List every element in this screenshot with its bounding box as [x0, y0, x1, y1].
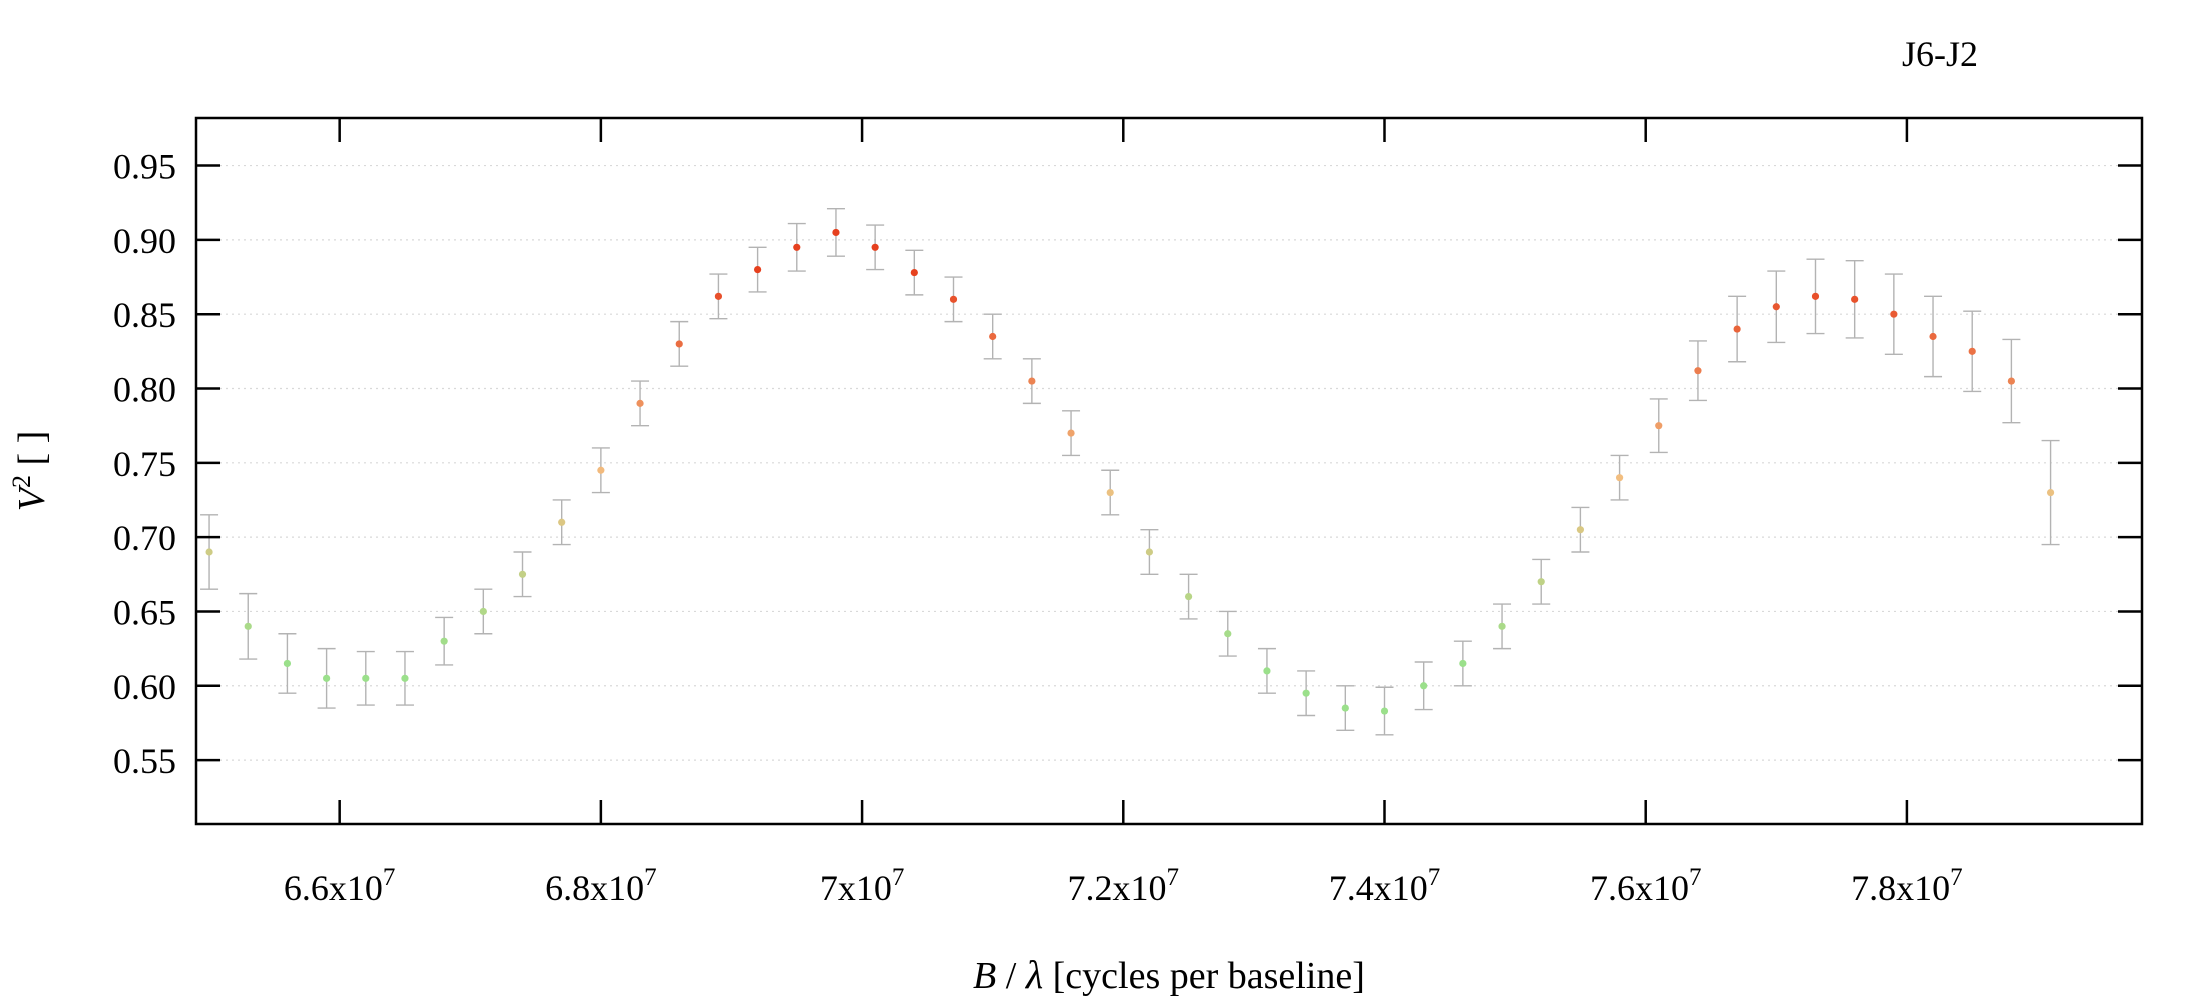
- data-point: [2046, 488, 2055, 497]
- data-point: [636, 399, 644, 407]
- data-point: [1224, 630, 1232, 638]
- x-axis-label-variable: B: [973, 955, 996, 997]
- x-tick-label: 7.2x107: [1068, 864, 1180, 908]
- y-tick-label: 0.80: [113, 370, 176, 410]
- data-point: [1929, 332, 1937, 341]
- data-point: [362, 674, 370, 682]
- data-point: [1420, 682, 1428, 690]
- data-point: [244, 622, 252, 630]
- data-point: [1341, 704, 1349, 712]
- data-point: [518, 570, 527, 578]
- data-point: [1028, 377, 1036, 385]
- y-tick-label: 0.55: [113, 741, 176, 781]
- data-point: [714, 292, 723, 300]
- y-tick-label: 0.90: [113, 221, 176, 261]
- data-point: [205, 548, 213, 556]
- y-tick-label: 0.60: [113, 667, 176, 707]
- chart-title: J6-J2: [1902, 34, 1978, 74]
- data-point: [1733, 325, 1741, 333]
- data-point: [1145, 548, 1154, 556]
- x-axis-ticks: 6.6x107 6.8x107 7x107 7.2x107 7.4x107 7.6x107…: [284, 118, 1963, 908]
- x-tick-label: 7.8x107: [1851, 864, 1963, 908]
- data-point: [323, 674, 331, 682]
- data-point: [753, 266, 762, 274]
- data-point: [1576, 526, 1585, 534]
- data-point: [1184, 592, 1193, 601]
- data-point: [1968, 347, 1976, 355]
- y-axis-label-variable: V: [11, 484, 53, 511]
- y-axis-label-unit: [ ]: [11, 431, 53, 475]
- y-tick-label: 0.85: [113, 295, 176, 335]
- x-axis-label-slash: /: [996, 955, 1026, 997]
- y-axis-label-superscript: 2: [7, 475, 36, 488]
- data-point: [597, 466, 605, 474]
- data-points: [205, 228, 2055, 715]
- data-point: [1615, 474, 1624, 482]
- x-tick-label: 6.8x107: [545, 864, 657, 908]
- data-point: [283, 659, 292, 668]
- data-point: [2007, 377, 2015, 385]
- y-axis-label: V2 [ ]: [7, 431, 54, 512]
- data-point: [1772, 303, 1780, 311]
- data-point: [910, 268, 918, 277]
- data-point: [1694, 367, 1702, 375]
- data-point: [558, 518, 566, 526]
- x-tick-label: 7.4x107: [1329, 864, 1441, 908]
- data-point: [949, 295, 958, 303]
- data-point: [989, 332, 997, 341]
- y-axis-ticks: 0.55 0.60 0.65 0.70 0.75 0.80 0.85 0.90 0.95: [113, 147, 2142, 781]
- data-point: [871, 243, 879, 251]
- y-tick-label: 0.65: [113, 592, 176, 632]
- data-point: [479, 607, 487, 616]
- data-point: [1263, 667, 1271, 675]
- data-point: [1067, 429, 1075, 437]
- x-axis-label-lambda: λ: [1025, 952, 1043, 997]
- data-point: [1459, 659, 1467, 668]
- data-point: [675, 340, 683, 348]
- grid-lines: [196, 164, 2142, 761]
- x-axis-label-unit: [cycles per baseline]: [1043, 955, 1365, 997]
- data-point: [1498, 622, 1506, 630]
- data-point: [1380, 707, 1389, 715]
- data-point: [832, 228, 840, 237]
- data-point: [401, 674, 409, 682]
- x-axis-label: B / λ [cycles per baseline]: [973, 952, 1365, 997]
- data-point: [793, 243, 801, 251]
- plot-area-frame: [194, 116, 2144, 826]
- data-point: [1537, 578, 1545, 586]
- y-tick-label: 0.95: [113, 147, 176, 187]
- data-point: [1811, 292, 1820, 300]
- data-point: [1302, 689, 1310, 697]
- data-point: [1106, 488, 1114, 497]
- data-point: [1890, 310, 1898, 318]
- data-point: [1655, 422, 1663, 430]
- y-tick-label: 0.70: [113, 518, 176, 558]
- x-tick-label: 7.6x107: [1590, 864, 1702, 908]
- data-point: [1851, 295, 1859, 303]
- x-tick-label: 7x107: [820, 864, 905, 908]
- y-tick-label: 0.75: [113, 444, 176, 484]
- x-tick-label: 6.6x107: [284, 864, 396, 908]
- data-point: [440, 637, 448, 645]
